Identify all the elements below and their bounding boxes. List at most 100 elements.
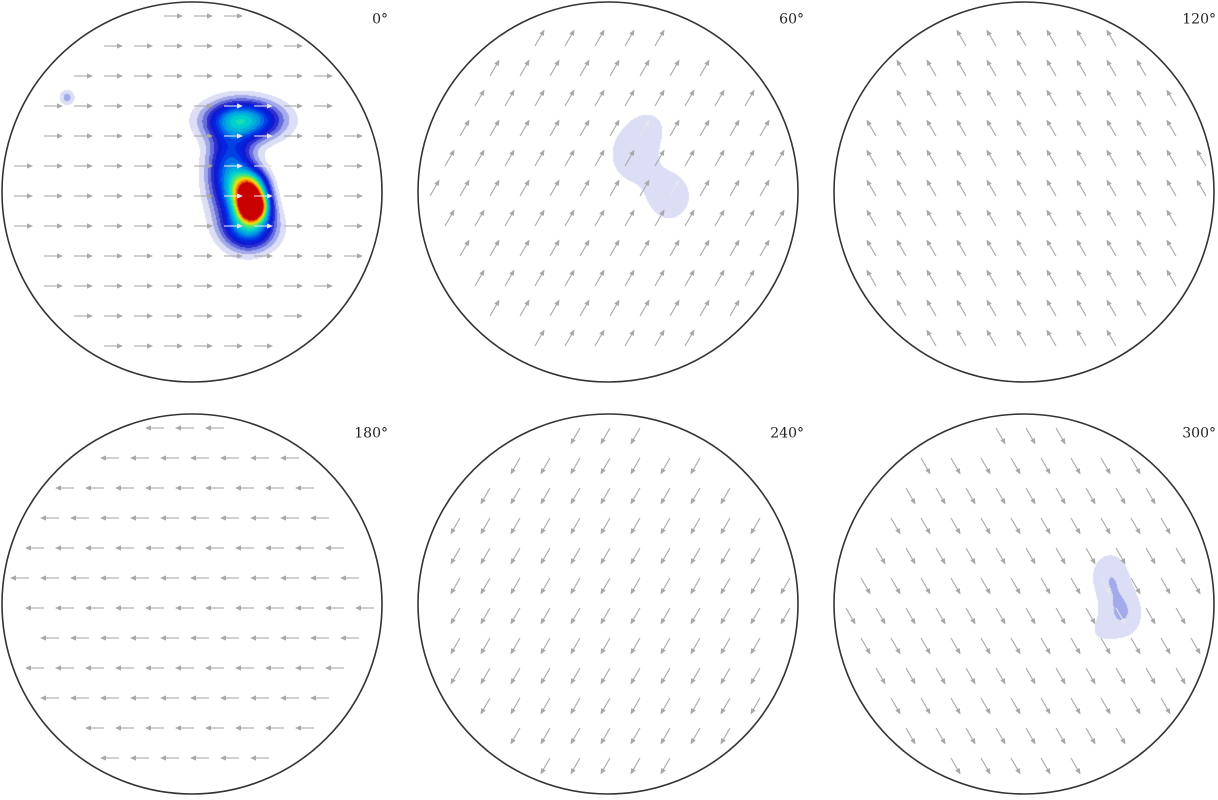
arrow-mark [549, 119, 560, 137]
arrow-mark [720, 607, 731, 625]
arrow-mark [1076, 149, 1087, 167]
arrow-mark [744, 149, 755, 167]
arrow-mark [100, 755, 119, 761]
arrow-mark [660, 607, 671, 625]
arrow-mark [14, 193, 33, 199]
arrow-mark [254, 313, 273, 319]
pole-figure-240: 240° [417, 413, 804, 795]
arrow-mark [540, 637, 551, 655]
arrow-mark [284, 253, 303, 259]
arrow-mark [1115, 487, 1126, 505]
arrow-mark [639, 239, 650, 257]
arrow-mark [1070, 577, 1081, 595]
arrow-mark [295, 545, 314, 551]
arrow-mark [926, 329, 937, 347]
arrow-mark [44, 283, 63, 289]
arrow-mark [866, 119, 877, 137]
arrow-mark [1040, 517, 1051, 535]
arrow-mark [295, 725, 314, 731]
arrow-mark [254, 343, 273, 349]
arrow-mark [314, 73, 333, 79]
arrow-mark [570, 487, 581, 505]
arrow-mark [1016, 239, 1027, 257]
arrow-mark [224, 343, 243, 349]
arrow-mark [115, 545, 134, 551]
arrow-mark [896, 179, 907, 197]
arrow-mark [750, 607, 761, 625]
arrow-mark [325, 665, 344, 671]
arrow-mark [480, 547, 491, 565]
arrow-mark [224, 133, 243, 139]
arrow-mark [1010, 457, 1021, 475]
arrow-mark [744, 209, 755, 227]
arrow-mark [1055, 487, 1066, 505]
arrow-mark [1046, 59, 1057, 77]
arrow-mark [510, 547, 521, 565]
arrow-mark [1196, 149, 1207, 167]
arrow-mark [1016, 89, 1027, 107]
arrow-mark [866, 149, 877, 167]
arrow-mark [344, 133, 363, 139]
arrow-mark [519, 239, 530, 257]
arrow-mark [70, 575, 89, 581]
arrow-mark [310, 515, 329, 521]
arrow-mark [630, 427, 641, 445]
arrow-mark [510, 607, 521, 625]
arrow-mark [1106, 119, 1117, 137]
arrow-mark [344, 163, 363, 169]
arrow-mark [450, 637, 461, 655]
arrow-mark [235, 725, 254, 731]
arrow-mark [564, 209, 575, 227]
arrow-mark [205, 485, 224, 491]
arrow-mark [254, 43, 273, 49]
arrow-mark [1046, 329, 1057, 347]
arrow-mark [134, 223, 153, 229]
arrow-mark [1106, 239, 1117, 257]
arrow-mark [699, 299, 710, 317]
arrow-mark [25, 605, 44, 611]
arrow-mark [1190, 577, 1201, 595]
arrow-mark [1115, 727, 1126, 745]
arrow-mark [474, 269, 485, 287]
arrow-mark [896, 209, 907, 227]
arrow-mark [104, 73, 123, 79]
arrow-mark [720, 697, 731, 715]
arrow-mark [164, 313, 183, 319]
arrow-mark [14, 163, 33, 169]
arrow-mark [1160, 577, 1171, 595]
arrow-field-0 [14, 13, 363, 349]
arrow-mark [280, 575, 299, 581]
arrow-mark [235, 605, 254, 611]
arrow-mark [280, 455, 299, 461]
arrow-mark [699, 179, 710, 197]
arrow-mark [134, 103, 153, 109]
arrow-mark [85, 605, 104, 611]
arrow-mark [750, 517, 761, 535]
arrow-mark [40, 635, 59, 641]
arrow-mark [250, 575, 269, 581]
arrow-mark [579, 59, 590, 77]
arrow-mark [250, 755, 269, 761]
arrow-mark [699, 59, 710, 77]
arrow-mark [44, 103, 63, 109]
arrow-mark [504, 269, 515, 287]
arrow-mark [115, 725, 134, 731]
arrow-mark [986, 29, 997, 47]
arrow-mark [579, 119, 590, 137]
pole-figure-outline-300 [833, 413, 1215, 795]
arrow-mark [1130, 517, 1141, 535]
arrow-mark [1040, 577, 1051, 595]
arrow-mark [600, 667, 611, 685]
arrow-mark [295, 485, 314, 491]
arrow-mark [444, 209, 455, 227]
arrow-mark [684, 89, 695, 107]
arrow-mark [759, 239, 770, 257]
arrow-mark [600, 487, 611, 505]
arrow-mark [55, 545, 74, 551]
arrow-mark [570, 637, 581, 655]
arrow-mark [510, 637, 521, 655]
arrow-mark [1070, 697, 1081, 715]
arrow-mark [344, 253, 363, 259]
arrow-mark [660, 487, 671, 505]
arrow-mark [1136, 239, 1147, 257]
